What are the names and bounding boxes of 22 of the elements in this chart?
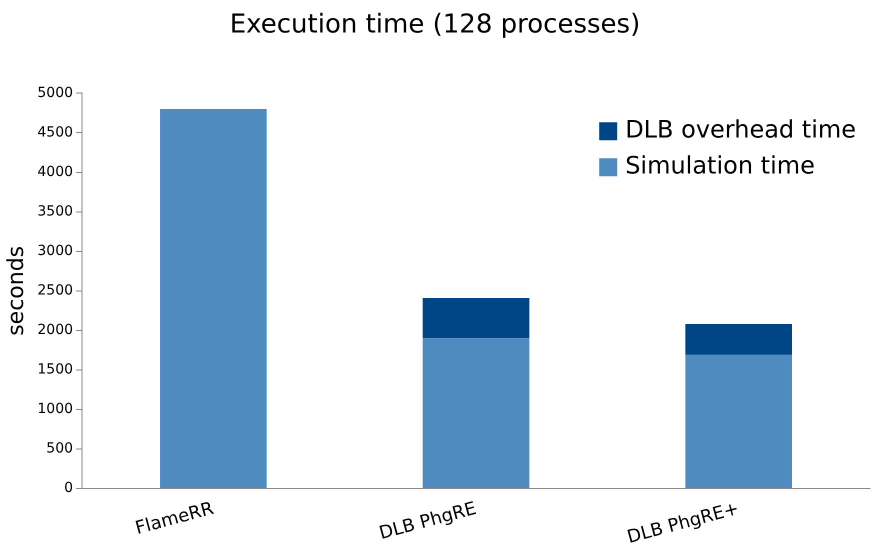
y-tick-label: 0 [64,480,74,496]
y-tick-label: 3000 [37,242,74,259]
y-tick-label: 2500 [37,282,74,298]
y-tick-label: 2000 [37,322,74,338]
y-tick-label: 500 [46,440,74,457]
bar [160,109,267,488]
legend-label: Simulation time [625,151,815,180]
y-tick-label: 5000 [37,84,74,101]
y-tick-label: 1000 [37,401,74,418]
y-tick-label: 1500 [37,362,74,378]
x-tick-label: DLB PhgRE [376,498,479,544]
y-tick-label: 4500 [37,124,74,140]
legend-label: DLB overhead time [625,115,856,144]
y-tick-label: 4000 [37,164,74,180]
y-axis-title: seconds [4,246,29,336]
y-tick-label: 3500 [37,203,74,220]
bar [422,338,530,488]
bar [685,354,792,488]
bar [422,298,530,338]
x-tick-label: DLB PhgRE+ [625,498,742,548]
bar [685,324,792,355]
chart-title: Execution time (128 processes) [230,9,640,40]
